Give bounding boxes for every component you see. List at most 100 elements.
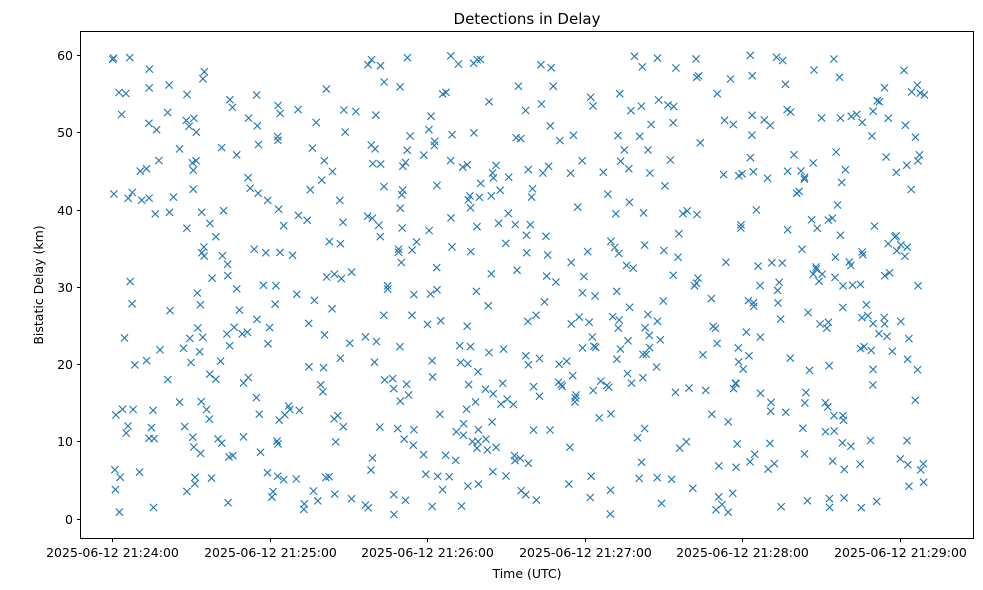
detection-point	[383, 285, 392, 294]
detection-point	[858, 118, 867, 127]
detection-point	[267, 493, 276, 502]
detection-point	[756, 389, 765, 398]
x-axis: 2025-06-12 21:24:00 2025-06-12 21:25:00 20…	[46, 538, 967, 560]
detection-point	[180, 422, 189, 431]
detection-point	[812, 265, 821, 274]
detection-point	[124, 194, 133, 203]
detection-point	[428, 502, 437, 511]
detection-point	[701, 386, 710, 395]
detection-point	[688, 484, 697, 493]
detection-point	[111, 410, 120, 419]
detection-point	[145, 83, 154, 92]
detection-point	[911, 133, 920, 142]
detection-point	[840, 493, 849, 502]
detection-point	[328, 167, 337, 176]
detection-point	[228, 103, 237, 112]
detection-point	[626, 106, 635, 115]
detection-point	[466, 203, 475, 212]
detection-point	[205, 219, 214, 228]
detection-point	[596, 377, 605, 386]
detection-point	[737, 220, 745, 229]
detection-point	[638, 62, 647, 71]
detection-point	[193, 324, 202, 332]
detection-point	[116, 473, 125, 482]
detection-point	[622, 261, 631, 270]
detection-point	[469, 59, 478, 68]
detection-point	[606, 409, 615, 418]
detection-point	[109, 54, 118, 63]
detection-point	[288, 251, 297, 260]
detection-point	[339, 218, 347, 227]
detection-point	[197, 248, 206, 257]
detection-point	[591, 292, 599, 300]
detection-point	[683, 206, 692, 215]
detection-point	[512, 133, 521, 142]
detection-point	[147, 423, 156, 432]
detection-point	[189, 443, 198, 451]
detection-point	[438, 485, 447, 494]
detection-point	[742, 328, 751, 337]
detection-point	[640, 424, 649, 433]
detection-point	[775, 278, 784, 287]
detection-point	[330, 270, 339, 279]
detection-point	[292, 475, 301, 483]
detection-point	[313, 496, 322, 505]
detection-point	[271, 281, 280, 290]
detection-point	[777, 502, 786, 511]
detection-point	[207, 474, 216, 483]
detection-point	[731, 379, 740, 388]
detection-point	[868, 381, 877, 389]
detection-point	[274, 439, 282, 448]
detection-point	[403, 146, 412, 155]
detection-point	[892, 231, 901, 240]
detection-point	[602, 381, 611, 390]
detection-point	[421, 470, 430, 479]
detection-point	[606, 486, 615, 495]
detection-point	[524, 165, 533, 174]
detection-point	[409, 425, 418, 434]
detection-point	[571, 391, 580, 399]
detection-point	[903, 243, 912, 252]
detection-point	[427, 112, 435, 121]
detection-point	[756, 281, 765, 290]
detection-point	[135, 468, 144, 477]
detection-point	[463, 482, 472, 490]
detection-point	[205, 415, 214, 424]
detection-point	[587, 472, 596, 481]
detection-point	[624, 336, 632, 345]
detection-point	[838, 303, 847, 312]
detection-point	[372, 337, 381, 346]
detection-point	[915, 150, 924, 159]
detection-point	[836, 114, 845, 122]
detection-point	[182, 116, 191, 125]
y-tick-label: 50	[57, 125, 73, 140]
detection-point	[190, 479, 199, 488]
detection-point	[765, 439, 774, 448]
detection-point	[456, 358, 465, 367]
detection-point	[484, 301, 493, 310]
detection-point	[110, 465, 119, 474]
detection-point	[919, 478, 928, 487]
detection-point	[368, 454, 377, 462]
detection-point	[152, 125, 161, 134]
detection-point	[339, 106, 348, 114]
detection-point	[151, 209, 160, 218]
detection-point	[831, 273, 839, 282]
detection-point	[623, 369, 632, 378]
detection-point	[165, 81, 174, 89]
x-tick-label: 2025-06-12 21:27:00	[519, 545, 652, 560]
detection-point	[398, 162, 407, 171]
detection-point	[800, 399, 809, 407]
detection-point	[615, 316, 624, 324]
detection-point	[465, 191, 474, 200]
detection-point	[645, 331, 654, 340]
detection-point	[694, 274, 702, 283]
detection-point	[833, 201, 842, 209]
detection-point	[641, 323, 650, 332]
detection-point	[669, 118, 678, 127]
detection-point	[294, 105, 303, 114]
detection-point	[451, 456, 460, 465]
detection-point	[542, 232, 550, 241]
detection-point	[428, 356, 437, 365]
